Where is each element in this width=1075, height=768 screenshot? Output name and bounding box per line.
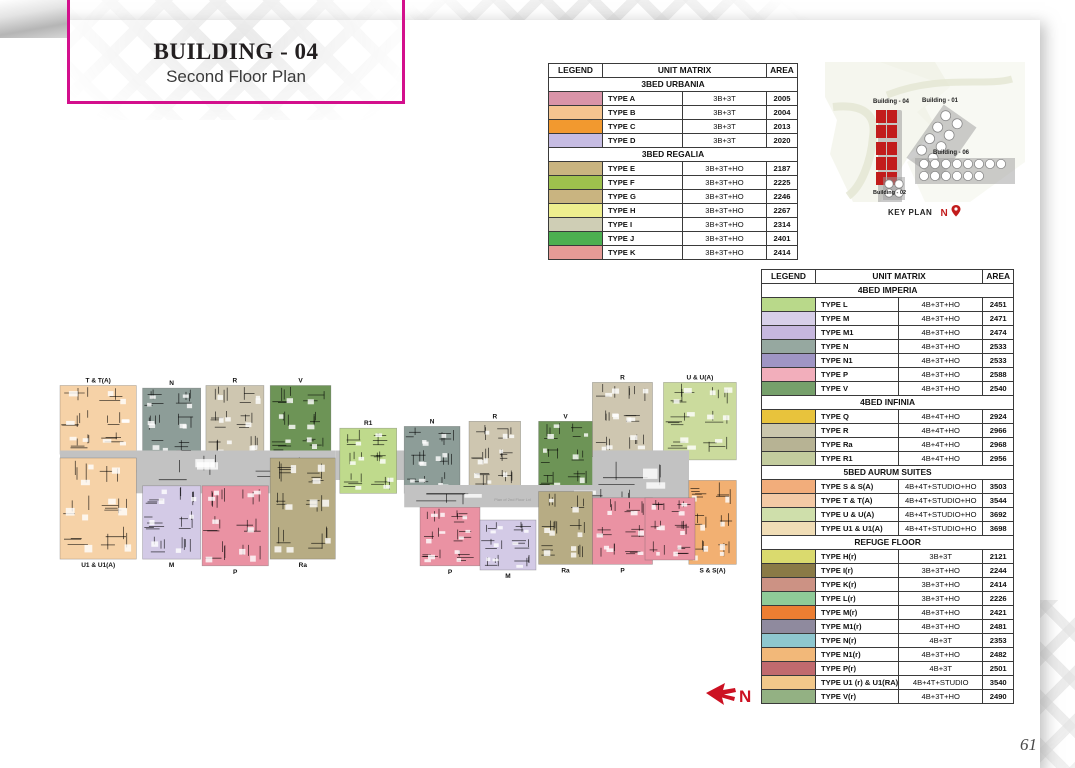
svg-text:V: V <box>298 378 303 385</box>
svg-text:Building - 02: Building - 02 <box>873 190 906 196</box>
svg-text:Ra: Ra <box>299 562 308 569</box>
svg-text:Ra: Ra <box>561 567 570 574</box>
svg-text:Plan of 2nd Floor Lvl: Plan of 2nd Floor Lvl <box>494 497 531 502</box>
svg-text:V: V <box>563 413 568 420</box>
svg-text:P: P <box>620 567 625 574</box>
svg-text:Building - 04: Building - 04 <box>873 99 910 105</box>
svg-text:N: N <box>169 380 174 387</box>
svg-text:M: M <box>505 573 510 580</box>
svg-text:U1 & U1(A): U1 & U1(A) <box>81 562 115 569</box>
svg-text:P: P <box>233 569 238 576</box>
svg-text:S & S(A): S & S(A) <box>700 567 726 574</box>
svg-text:T & T(A): T & T(A) <box>86 378 111 385</box>
svg-text:R: R <box>620 374 625 381</box>
svg-text:R: R <box>233 378 238 385</box>
svg-text:Building - 06: Building - 06 <box>933 150 970 156</box>
svg-text:N: N <box>739 687 751 706</box>
svg-text:M: M <box>169 562 174 569</box>
svg-text:R1: R1 <box>364 420 373 427</box>
svg-text:N: N <box>430 418 435 425</box>
svg-text:R: R <box>492 413 497 420</box>
svg-text:P: P <box>448 569 453 576</box>
svg-text:Building - 01: Building - 01 <box>922 98 959 104</box>
svg-text:U & U(A): U & U(A) <box>687 374 714 381</box>
